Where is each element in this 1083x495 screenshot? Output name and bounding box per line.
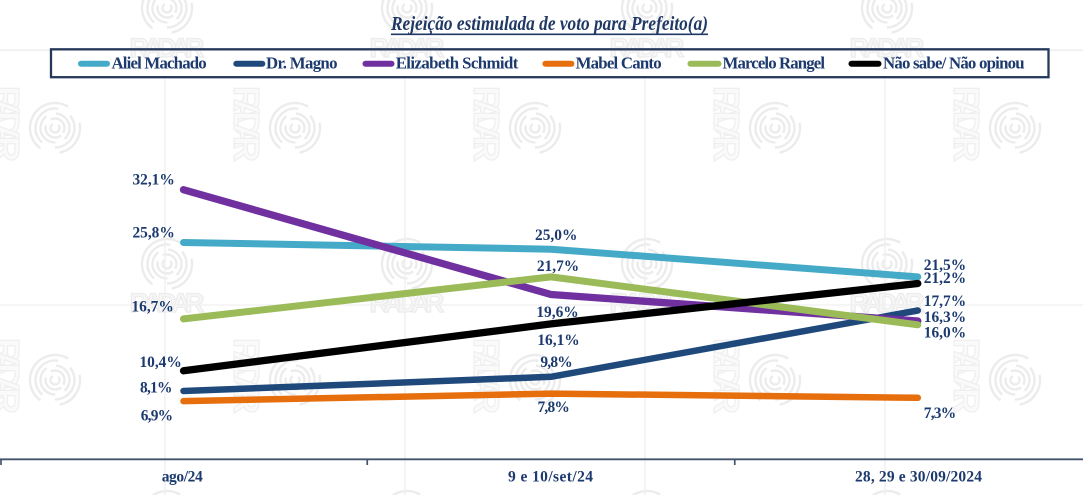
svg-text:RADAR: RADAR xyxy=(706,86,747,162)
svg-text:16,1%: 16,1% xyxy=(537,332,579,349)
svg-text:16,0%: 16,0% xyxy=(924,324,966,341)
svg-text:Elizabeth Schmidt: Elizabeth Schmidt xyxy=(396,54,519,73)
svg-text:28, 29 e 30/09/2024: 28, 29 e 30/09/2024 xyxy=(855,469,982,486)
svg-text:32,1%: 32,1% xyxy=(132,172,174,189)
svg-text:Aliel Machado: Aliel Machado xyxy=(112,54,207,73)
svg-text:8,1%: 8,1% xyxy=(140,380,172,397)
svg-text:ago/24: ago/24 xyxy=(162,469,203,486)
svg-text:RADAR: RADAR xyxy=(130,288,205,318)
svg-text:Dr. Magno: Dr. Magno xyxy=(266,54,338,73)
svg-text:9,8%: 9,8% xyxy=(540,354,572,371)
svg-text:Não sabe/ Não opinou: Não sabe/ Não opinou xyxy=(883,54,1025,73)
svg-text:6,9%: 6,9% xyxy=(141,407,173,424)
svg-text:RADAR: RADAR xyxy=(850,33,925,63)
svg-text:16,7%: 16,7% xyxy=(131,298,173,315)
svg-text:10,4%: 10,4% xyxy=(139,354,181,371)
svg-text:RADAR: RADAR xyxy=(0,338,27,414)
svg-text:25,0%: 25,0% xyxy=(535,227,577,244)
svg-text:19,6%: 19,6% xyxy=(536,304,578,321)
svg-text:RADAR: RADAR xyxy=(130,33,205,63)
svg-text:Marcelo Rangel: Marcelo Rangel xyxy=(723,54,826,73)
svg-text:Mabel Canto: Mabel Canto xyxy=(576,54,662,73)
svg-text:21,5%: 21,5% xyxy=(924,257,966,274)
svg-text:Rejeição estimulada de voto pa: Rejeição estimulada de voto para Prefeit… xyxy=(390,14,708,35)
svg-text:17,7%: 17,7% xyxy=(924,293,966,310)
svg-text:RADAR: RADAR xyxy=(946,338,987,414)
svg-text:16,3%: 16,3% xyxy=(924,309,966,326)
svg-text:21,7%: 21,7% xyxy=(537,258,579,275)
svg-text:9 e 10/set/24: 9 e 10/set/24 xyxy=(508,469,593,486)
svg-text:RADAR: RADAR xyxy=(226,86,267,162)
svg-text:RADAR: RADAR xyxy=(610,33,685,63)
svg-text:RADAR: RADAR xyxy=(466,86,507,162)
svg-text:21,2%: 21,2% xyxy=(924,270,966,287)
svg-text:7,3%: 7,3% xyxy=(924,405,956,422)
svg-text:7,8%: 7,8% xyxy=(537,399,569,416)
svg-text:RADAR: RADAR xyxy=(946,86,987,162)
svg-text:25,8%: 25,8% xyxy=(132,224,174,241)
svg-text:RADAR: RADAR xyxy=(370,33,445,63)
svg-text:RADAR: RADAR xyxy=(0,86,27,162)
